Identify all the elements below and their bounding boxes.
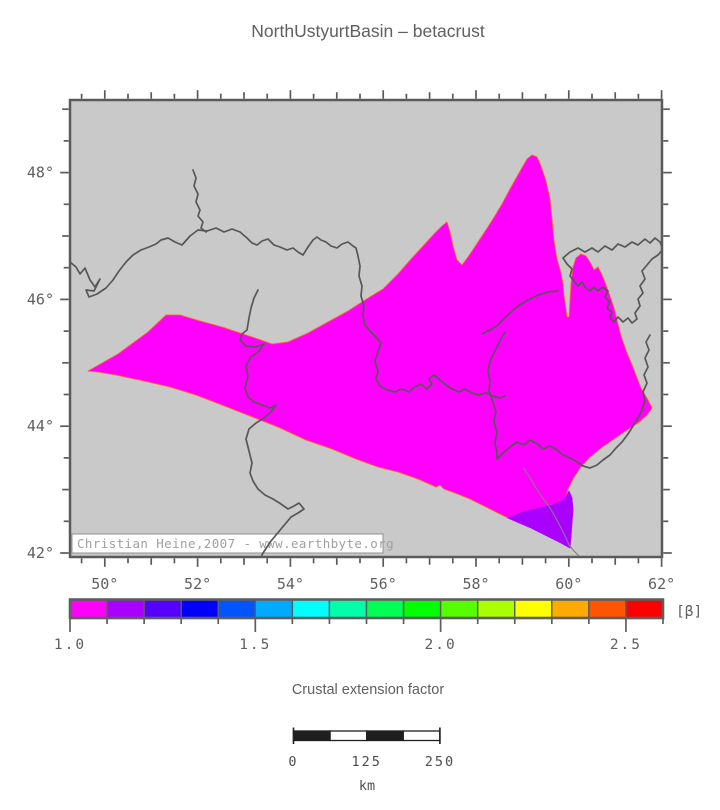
lon-label: 50°: [91, 575, 118, 593]
colorbar-segment: [551, 598, 590, 619]
colorbar: 1.0 1.5 2.0 2.5: [54, 598, 665, 653]
colorbar-segment: [588, 598, 627, 619]
colorbar-caption: Crustal extension factor: [292, 682, 444, 698]
colorbar-tick-label: 1.0: [54, 637, 86, 653]
lon-label: 52°: [184, 575, 211, 593]
map-frame: [68, 98, 664, 559]
colorbar-segment: [291, 598, 331, 619]
caspian-east-coast: [239, 289, 305, 557]
colorbar-segment: [328, 598, 368, 619]
lat-label: 46°: [27, 290, 54, 308]
colorbar-tick-label: 2.0: [425, 637, 457, 653]
axis-labels: 50° 52° 54° 56° 58° 60° 62° 48° 46° 44° 42°: [27, 164, 675, 593]
scalebar-segment: [292, 730, 331, 742]
south-border: [487, 331, 651, 469]
colorbar-segment: [106, 598, 145, 619]
watermark-text: Christian Heine,2007 - www.earthbyte.org: [77, 536, 394, 551]
colorbar-segment: [365, 598, 405, 619]
colorbar-segment: [476, 598, 516, 619]
scalebar-unit-label: km: [359, 778, 375, 794]
caspian-north-coast: [70, 227, 506, 399]
colorbar-unit-label: [β]: [676, 604, 702, 620]
colorbar-segment: [143, 598, 182, 619]
colorbar-frame: [68, 598, 665, 620]
colorbar-segment: [514, 598, 553, 619]
colorbar-segment: [439, 598, 479, 619]
lat-label: 42°: [27, 544, 54, 562]
thin-border-south: [522, 466, 581, 557]
axis-ticks: [60, 90, 672, 567]
basin-region-beta-low: [507, 490, 574, 549]
distance-scalebar: 0 125 250: [288, 727, 455, 770]
colorbar-tick-label: 1.5: [239, 637, 271, 653]
lon-label: 60°: [555, 575, 582, 593]
scalebar-segment: [329, 730, 368, 742]
lon-label: 62°: [648, 575, 675, 593]
scalebar-label: 0: [288, 754, 298, 770]
scalebar-label: 250: [425, 754, 455, 770]
scalebar-segment: [366, 730, 404, 742]
lat-label: 44°: [27, 417, 54, 435]
aral-sea-outline: [562, 237, 662, 324]
figure-title: NorthUstyurtBasin – betacrust: [251, 21, 485, 41]
river: [192, 169, 208, 233]
lat-label: 48°: [27, 164, 54, 182]
colorbar-segment: [180, 598, 219, 619]
lon-label: 56°: [370, 575, 397, 593]
coastlines: [70, 169, 662, 557]
colorbar-segment: [625, 598, 664, 619]
colorbar-segment: [217, 598, 257, 619]
colorbar-segment: [402, 598, 442, 619]
colorbar-tick-label: 2.5: [610, 637, 642, 653]
scalebar-segment: [402, 730, 441, 742]
watermark-box: [71, 533, 384, 554]
watermark: Christian Heine,2007 - www.earthbyte.org: [71, 533, 394, 554]
basin-region-beta1: [87, 154, 653, 519]
colorbar-segment: [254, 598, 294, 619]
scalebar-label: 125: [352, 754, 382, 770]
border-to-aral: [481, 290, 559, 335]
map-content: Christian Heine,2007 - www.earthbyte.org: [70, 154, 662, 557]
lon-label: 58°: [462, 575, 489, 593]
colorbar-segment: [69, 598, 108, 619]
lon-label: 54°: [277, 575, 304, 593]
